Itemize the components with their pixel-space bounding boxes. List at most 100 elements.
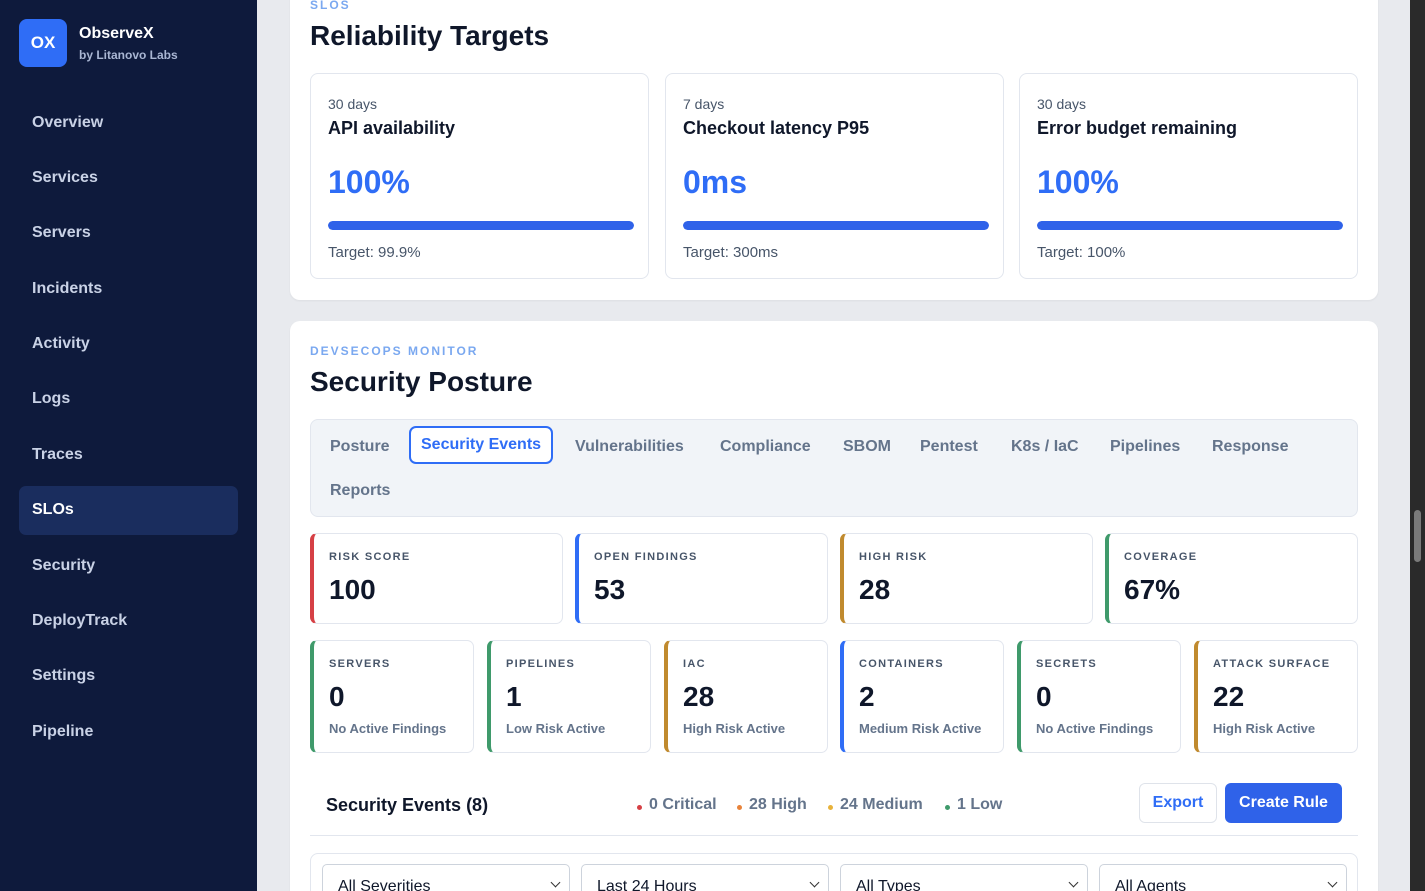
slo-period: 30 days [1037,96,1087,112]
category-card-servers[interactable]: SERVERS 0 No Active Findings [310,640,474,753]
chevron-down-icon [1327,877,1338,888]
category-status: No Active Findings [1036,721,1154,736]
category-status: Medium Risk Active [859,721,982,736]
tab-pentest[interactable]: Pentest [920,438,978,455]
metric-card-high-risk: HIGH RISK 28 [840,533,1093,624]
sidebar-item-services[interactable]: Services [32,168,98,186]
sidebar-item-incidents[interactable]: Incidents [32,279,103,297]
slo-name: Error budget remaining [1037,118,1238,138]
category-label: SERVERS [329,658,391,670]
security-eyebrow: DEVSECOPS MONITOR [310,344,479,358]
category-value: 28 [683,681,715,712]
tab-posture[interactable]: Posture [330,438,390,455]
sidebar-item-settings[interactable]: Settings [32,667,96,685]
slo-target: Target: 99.9% [328,244,421,261]
category-status: High Risk Active [1213,721,1316,736]
time-range-filter-select[interactable]: Last 24 Hours [581,864,829,891]
tab-compliance[interactable]: Compliance [720,438,811,455]
slo-progress-bar [683,221,989,230]
sidebar-item-logs[interactable]: Logs [32,390,71,408]
severity-label: 28 High [749,796,807,813]
slo-value: 100% [1037,164,1119,200]
sidebar-item-activity[interactable]: Activity [32,335,90,353]
slo-card: 30 days Error budget remaining 100% Targ… [1019,73,1358,279]
category-card-attack-surface[interactable]: ATTACK SURFACE 22 High Risk Active [1194,640,1358,753]
slo-progress-bar [1037,221,1343,230]
slo-value: 0ms [683,164,748,200]
slo-name: API availability [328,118,456,138]
slo-target: Target: 100% [1037,244,1126,261]
severity-label: 1 Low [957,796,1003,813]
category-label: PIPELINES [506,658,576,670]
metric-label: HIGH RISK [859,551,928,563]
category-card-containers[interactable]: CONTAINERS 2 Medium Risk Active [840,640,1004,753]
sidebar-item-security[interactable]: Security [32,556,96,574]
category-label: SECRETS [1036,658,1098,670]
severity-filter-select[interactable]: All Severities [322,864,570,891]
severity-dot [828,804,833,810]
category-card-iac[interactable]: IAC 28 High Risk Active [664,640,828,753]
filter-value: Last 24 Hours [597,878,697,891]
sidebar-item-traces[interactable]: Traces [32,445,83,463]
slo-period: 30 days [328,96,378,112]
tab-vulnerabilities[interactable]: Vulnerabilities [575,438,684,455]
category-status: High Risk Active [683,721,786,736]
metric-label: OPEN FINDINGS [594,551,698,563]
agent-filter-select[interactable]: All Agents [1099,864,1347,891]
chevron-down-icon [550,877,561,888]
severity-dot [945,804,950,810]
tab-response[interactable]: Response [1212,438,1289,455]
metric-card-open-findings: OPEN FINDINGS 53 [575,533,828,624]
brand[interactable]: OX ObserveX by Litanovo Labs [19,19,178,67]
scrollbar-thumb[interactable] [1414,510,1421,562]
type-filter-select[interactable]: All Types [840,864,1088,891]
sidebar-item-slos[interactable]: SLOs [19,485,238,535]
slo-name: Checkout latency P95 [683,118,870,138]
metric-value: 53 [594,574,626,605]
category-value: 0 [329,681,345,712]
tab-pipelines[interactable]: Pipelines [1110,438,1181,455]
slo-card: 7 days Checkout latency P95 0ms Target: … [665,73,1004,279]
category-card-secrets[interactable]: SECRETS 0 No Active Findings [1017,640,1181,753]
slo-progress-fill [683,221,989,230]
category-value: 0 [1036,681,1052,712]
sidebar-nav: Overview Services Servers Incidents Acti… [19,98,238,763]
filters-bar: All Severities Last 24 Hours All Types A… [310,853,1358,891]
sidebar-item-pipeline[interactable]: Pipeline [32,722,94,740]
create-rule-button[interactable]: Create Rule [1225,783,1342,823]
tab-security-events[interactable]: Security Events [409,426,554,464]
category-label: CONTAINERS [859,658,944,670]
tab-reports[interactable]: Reports [330,482,391,499]
severity-dot [737,804,742,810]
tab-sbom[interactable]: SBOM [843,438,891,455]
slo-target: Target: 300ms [683,244,779,261]
severity-label: 0 Critical [649,796,717,813]
slo-panel: SLOS Reliability Targets 30 days API ava… [290,0,1378,300]
brand-logo[interactable]: OX [19,19,67,67]
security-title: Security Posture [310,366,533,397]
sidebar-item-deploytrack[interactable]: DeployTrack [32,612,128,630]
sidebar-item-overview[interactable]: Overview [32,113,104,131]
filter-value: All Severities [338,878,431,891]
sidebar-item-servers[interactable]: Servers [32,224,91,242]
tab-k8s-iac[interactable]: K8s / IaC [1011,438,1079,455]
brand-subtitle: by Litanovo Labs [79,47,178,62]
severity-medium: 24 Medium [828,796,923,814]
chevron-down-icon [1068,877,1079,888]
page-scrollbar[interactable] [1410,0,1425,891]
category-value: 2 [859,681,875,712]
export-button[interactable]: Export [1139,783,1217,823]
metric-value: 67% [1124,574,1181,605]
slo-eyebrow: SLOS [310,0,351,12]
severity-label: 24 Medium [840,796,923,813]
category-label: ATTACK SURFACE [1213,658,1331,670]
metric-label: RISK SCORE [329,551,411,563]
chevron-down-icon [809,877,820,888]
slo-period: 7 days [683,96,725,112]
brand-name: ObserveX [79,24,154,42]
metric-card-coverage: COVERAGE 67% [1105,533,1358,624]
category-status: Low Risk Active [506,721,606,736]
category-card-pipelines[interactable]: PIPELINES 1 Low Risk Active [487,640,651,753]
security-panel: DEVSECOPS MONITOR Security Posture Postu… [290,321,1378,891]
metric-card-risk-score: RISK SCORE 100 [310,533,563,624]
